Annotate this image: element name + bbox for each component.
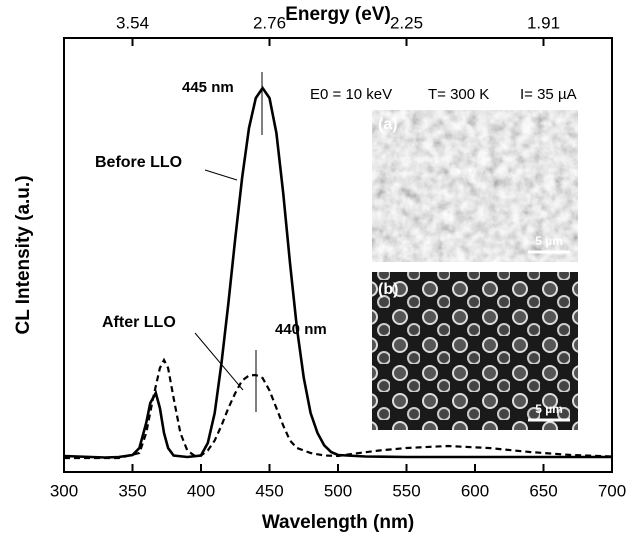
x-tick-label: 350 (118, 481, 146, 500)
x-tick-label: 650 (529, 481, 557, 500)
annotation: 445 nm (182, 79, 234, 96)
series-label: After LLO (102, 314, 176, 331)
annotation: 440 nm (275, 321, 327, 338)
scale-label: 5 µm (535, 234, 563, 248)
y-axis-title: CL Intensity (a.u.) (13, 175, 34, 334)
x-tick-label: 500 (324, 481, 352, 500)
series-line (63, 85, 612, 459)
x-axis-title: Wavelength (nm) (262, 512, 414, 533)
leader-line (194, 332, 244, 391)
condition: E0 = 10 keV (310, 86, 392, 103)
x2-tick-label: 2.25 (390, 13, 423, 32)
x-tick-label: 600 (461, 481, 489, 500)
scale-label: 5 µm (535, 402, 563, 416)
condition: T= 300 K (428, 86, 489, 103)
inset-a-image (372, 110, 578, 262)
condition: I= 35 µA (520, 86, 577, 103)
inset-label: (a) (378, 116, 398, 133)
x-tick-label: 700 (598, 481, 626, 500)
x2-axis-title: Energy (eV) (285, 4, 391, 25)
x-tick-label: 550 (392, 481, 420, 500)
x-tick-label: 450 (255, 481, 283, 500)
inset-label: (b) (378, 281, 398, 298)
insets: (a) 5 µm (b) 5 µm (372, 110, 578, 430)
series-line (64, 357, 613, 460)
x-tick-label: 400 (187, 481, 215, 500)
x2-tick-label: 2.76 (253, 13, 286, 32)
series-label: Before LLO (95, 154, 182, 171)
x2-tick-label: 3.54 (116, 13, 149, 32)
leader-line (204, 169, 238, 181)
inset-b-image (372, 272, 578, 430)
x-tick-label: 300 (50, 481, 78, 500)
x2-tick-label: 1.91 (527, 13, 560, 32)
